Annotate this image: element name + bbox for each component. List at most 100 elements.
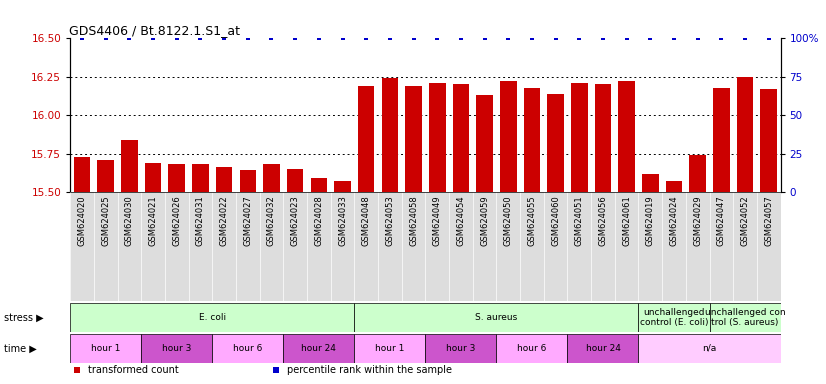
Text: GSM624031: GSM624031 [196,195,205,246]
Text: stress ▶: stress ▶ [4,313,44,323]
Text: hour 6: hour 6 [517,344,547,353]
Bar [757,192,781,301]
Text: GSM624024: GSM624024 [670,195,678,246]
Bar [710,192,733,301]
Text: GSM624019: GSM624019 [646,195,655,246]
Bar [283,192,307,301]
Bar [212,192,236,301]
Bar [524,88,540,192]
Bar [686,192,710,301]
Text: GSM624023: GSM624023 [291,195,300,246]
Text: GSM624033: GSM624033 [338,195,347,246]
Bar [429,83,445,192]
Bar [97,160,114,192]
Bar [188,192,212,301]
Text: GSM624053: GSM624053 [386,195,394,246]
Bar [169,164,185,192]
Text: GSM624029: GSM624029 [693,195,702,246]
Bar [236,192,259,301]
Bar [145,163,161,192]
Bar [638,334,781,363]
Bar [591,192,615,301]
Bar [70,303,354,332]
Bar [595,84,611,192]
Bar [287,169,303,192]
Bar [70,334,141,363]
Bar [192,164,209,192]
Text: S. aureus: S. aureus [475,313,518,322]
Text: GSM624051: GSM624051 [575,195,584,246]
Text: GSM624056: GSM624056 [599,195,607,246]
Bar [307,192,330,301]
Text: GDS4406 / Bt.8122.1.S1_at: GDS4406 / Bt.8122.1.S1_at [69,24,240,37]
Text: GSM624028: GSM624028 [315,195,323,246]
Bar [737,77,753,192]
Bar [477,95,493,192]
Text: n/a: n/a [702,344,717,353]
Bar [710,303,781,332]
Text: unchallenged
control (E. coli): unchallenged control (E. coli) [640,308,708,328]
Bar [121,140,138,192]
Bar [354,303,638,332]
Text: hour 3: hour 3 [162,344,192,353]
Bar [615,192,638,301]
Text: GSM624030: GSM624030 [125,195,134,246]
Bar [496,192,520,301]
Text: GSM624021: GSM624021 [149,195,158,246]
Bar [619,81,635,192]
Bar [406,86,422,192]
Bar [240,170,256,192]
Text: GSM624020: GSM624020 [78,195,87,246]
Bar [638,303,710,332]
Bar [690,155,706,192]
Bar [382,78,398,192]
Text: hour 1: hour 1 [91,344,121,353]
Text: GSM624049: GSM624049 [433,195,442,246]
Bar [263,164,280,192]
Bar [94,192,117,301]
Text: GSM624054: GSM624054 [457,195,465,246]
Bar [354,192,378,301]
Bar [70,192,94,301]
Bar [117,192,141,301]
Text: transformed count: transformed count [88,364,178,375]
Text: GSM624055: GSM624055 [528,195,536,246]
Bar [283,334,354,363]
Text: GSM624047: GSM624047 [717,195,726,246]
Text: time ▶: time ▶ [4,343,37,354]
Bar [141,192,165,301]
Text: hour 3: hour 3 [446,344,476,353]
Bar [500,81,516,192]
Bar [141,334,212,363]
Bar [335,181,351,192]
Text: percentile rank within the sample: percentile rank within the sample [287,364,452,375]
Bar [662,192,686,301]
Bar [330,192,354,301]
Bar [425,334,496,363]
Bar [642,174,658,192]
Bar [311,178,327,192]
Bar [453,84,469,192]
Text: hour 1: hour 1 [375,344,405,353]
Bar [212,334,283,363]
Text: GSM624060: GSM624060 [551,195,560,246]
Text: GSM624057: GSM624057 [764,195,773,246]
Text: GSM624061: GSM624061 [622,195,631,246]
Text: GSM624059: GSM624059 [480,195,489,246]
Bar [216,167,232,192]
Text: GSM624027: GSM624027 [244,195,252,246]
Bar [544,192,567,301]
Bar [666,181,682,192]
Text: GSM624022: GSM624022 [220,195,229,246]
Bar [638,192,662,301]
Text: GSM624050: GSM624050 [504,195,513,246]
Bar [761,89,777,192]
Bar [449,192,472,301]
Bar [259,192,283,301]
Bar [378,192,401,301]
Bar [548,94,564,192]
Text: GSM624058: GSM624058 [409,195,418,246]
Bar [74,157,90,192]
Bar [472,192,496,301]
Text: GSM624026: GSM624026 [173,195,181,246]
